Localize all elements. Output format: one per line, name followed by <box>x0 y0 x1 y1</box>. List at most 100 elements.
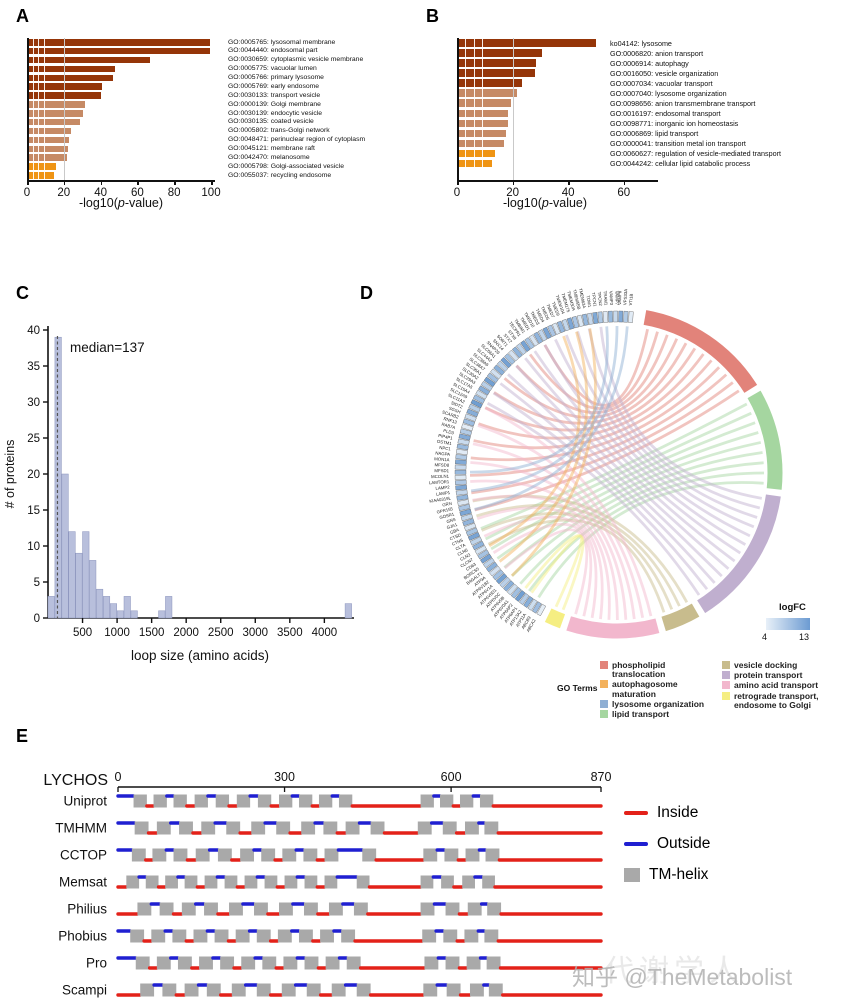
gene-tick <box>458 433 471 441</box>
gene-tick <box>528 334 539 347</box>
legend-swatch <box>722 691 730 700</box>
tm-helix-box <box>440 794 454 808</box>
tm-helix-box <box>298 929 313 943</box>
gene-tick <box>490 368 502 380</box>
tm-helix-box <box>464 929 479 943</box>
legend-label: amino acid transport <box>734 680 819 691</box>
legend-label: autophagosome maturation <box>612 679 678 699</box>
tm-helix-box <box>156 821 171 835</box>
tm-helix-box <box>130 929 145 943</box>
panel-e-label: E <box>16 726 29 746</box>
tick-label: 40 <box>94 187 107 199</box>
go-term-bar <box>27 172 54 179</box>
go-term-bar <box>457 79 523 87</box>
tm-helix-box <box>284 875 298 889</box>
gene-label: MFSD1 <box>434 468 449 473</box>
legend-swatch <box>600 661 608 669</box>
chord-ribbon <box>474 389 740 512</box>
tm-helix-box <box>362 848 377 862</box>
gene-tick <box>464 413 477 422</box>
chord-ribbon <box>543 344 747 546</box>
go-term-label: GO:0044242: cellular lipid catabolic pro… <box>610 159 751 169</box>
gene-tick <box>561 319 570 332</box>
tm-helix-box <box>331 983 346 997</box>
gene-label: RAB7A <box>441 422 456 431</box>
gridline <box>465 38 467 169</box>
go-term-label: GO:0030139: endocytic vesicle <box>228 109 323 117</box>
gene-label: ABCB9 <box>520 615 532 630</box>
chord-ribbon <box>469 373 728 477</box>
x-axis-title: loop size (amino acids) <box>131 648 269 663</box>
go-legend-item: vesicle docking <box>722 660 840 670</box>
gene-tick <box>461 423 474 432</box>
tick-label: 20 <box>27 469 40 481</box>
chord-ribbon <box>469 326 609 474</box>
legend-swatch <box>600 680 608 689</box>
chord-ribbon <box>499 382 716 584</box>
go-term-label: GO:0007040: lysosome organization <box>610 88 727 98</box>
tick-mark <box>27 180 29 185</box>
tm-helix-box <box>304 875 318 889</box>
legend-label: phospholipid translocation <box>612 660 666 680</box>
go-sector <box>695 493 782 615</box>
tm-helix-box <box>231 983 246 997</box>
gene-tick <box>516 343 527 356</box>
chord-ribbon <box>470 325 619 493</box>
gene-tick <box>508 349 519 362</box>
ruler-tick-label: 600 <box>441 770 462 784</box>
tick-label: 20 <box>506 187 519 199</box>
tm-helix-box <box>236 794 251 808</box>
gene-tick <box>623 310 629 323</box>
tm-helix-box <box>204 875 218 889</box>
chord-ribbon <box>476 504 681 607</box>
gridline <box>43 38 45 180</box>
gene-tick <box>455 489 468 496</box>
go-sector <box>642 308 759 395</box>
gene-tick <box>460 513 473 522</box>
gene-label: TPCN1 <box>591 292 598 307</box>
gene-tick <box>495 573 508 585</box>
chord-ribbon <box>470 461 628 620</box>
gene-tick <box>458 504 471 511</box>
tm-helix-box <box>484 929 499 943</box>
histogram-bar <box>47 596 55 619</box>
gene-label: CLCN7 <box>459 557 474 569</box>
tm-helix-box <box>356 875 370 889</box>
tm-helix-box <box>199 956 213 970</box>
chord-ribbon <box>510 328 597 577</box>
tm-helix-box <box>254 902 268 916</box>
tick-label: 0 <box>23 187 31 199</box>
tick-label: 500 <box>73 627 92 639</box>
tm-helix-box <box>226 821 241 835</box>
gene-label: STX8 <box>507 329 518 341</box>
track-name: CCTOP <box>60 848 107 863</box>
tm-helix-box <box>133 794 147 808</box>
go-term-label: GO:0005766: primary lysosome <box>228 74 324 81</box>
tm-helix-box <box>159 902 174 916</box>
go-term-label: GO:0005798: Golgi-associated vesicle <box>228 162 344 170</box>
legend-label: retrograde transport, endosome to Golgi <box>734 690 819 710</box>
tm-helix-box <box>162 983 177 997</box>
go-terms-legend-left: phospholipid translocation autophagosome … <box>600 660 718 720</box>
chord-ribbon <box>565 334 755 529</box>
panel-b-label: B <box>426 6 439 26</box>
tick-label: 3500 <box>277 627 303 639</box>
tm-helix-box <box>256 929 271 943</box>
tm-helix-box <box>482 875 495 889</box>
go-term-label: GO:0045121: membrane raft <box>228 145 315 152</box>
tick-mark <box>457 180 459 185</box>
tm-helix-box <box>261 848 276 862</box>
track-name: Scampi <box>62 983 107 998</box>
go-term-label: GO:0044440: endosomal part <box>228 47 318 55</box>
gene-tick <box>457 499 470 506</box>
chord-ribbon <box>471 381 734 495</box>
topology-legend-item: Outside <box>624 835 710 853</box>
tm-helix-box <box>443 929 458 943</box>
chord-ribbon <box>524 534 585 611</box>
gene-label: GRN <box>442 501 452 508</box>
ruler-tick-label: 300 <box>274 770 295 784</box>
gene-tick <box>459 428 473 436</box>
tm-helix-box <box>215 794 230 808</box>
tm-helix-box <box>487 902 502 916</box>
gene-label: TMEM104 <box>555 294 566 315</box>
